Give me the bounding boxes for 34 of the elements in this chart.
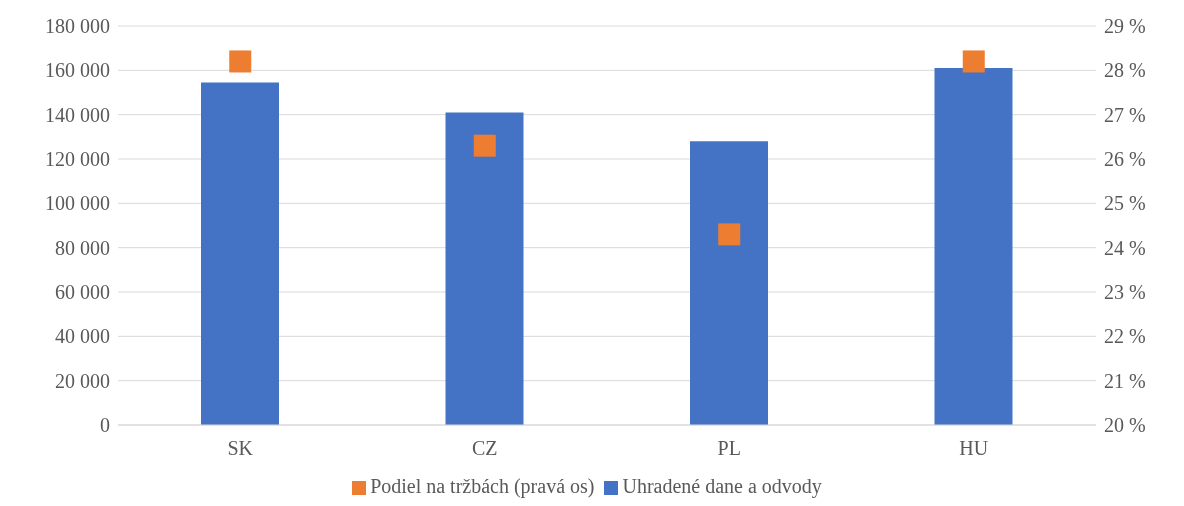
x-tick-label: SK <box>227 437 254 460</box>
y-tick-label: 40 000 <box>55 325 110 348</box>
y-tick-label: 140 000 <box>45 103 110 126</box>
point <box>718 223 741 246</box>
point <box>962 50 985 73</box>
legend-label: Uhradené dane a odvody <box>622 475 822 497</box>
y-tick-label: 180 000 <box>45 15 110 38</box>
x-tick-label: PL <box>717 437 741 460</box>
bar <box>934 68 1013 425</box>
y2-tick-label: 26 % <box>1104 148 1146 171</box>
x-tick-label: HU <box>959 437 989 460</box>
y2-tick-label: 20 % <box>1104 414 1146 437</box>
point <box>229 50 252 73</box>
y-tick-label: 160 000 <box>45 59 110 82</box>
y2-tick-label: 28 % <box>1104 59 1146 82</box>
y2-tick-label: 21 % <box>1104 369 1146 392</box>
y2-tick-label: 27 % <box>1104 103 1146 126</box>
y2-tick-label: 29 % <box>1104 15 1146 38</box>
x-tick-label: CZ <box>471 437 498 460</box>
y2-tick-label: 25 % <box>1104 192 1146 215</box>
y-tick-label: 0 <box>100 414 110 437</box>
point <box>473 134 496 157</box>
bar <box>201 82 279 425</box>
y-tick-label: 60 000 <box>55 281 110 304</box>
y-tick-label: 100 000 <box>45 192 110 215</box>
y-tick-label: 120 000 <box>45 148 110 171</box>
y-tick-label: 20 000 <box>55 369 110 392</box>
legend-label: Podiel na tržbách (pravá os) <box>370 475 595 497</box>
y2-tick-label: 22 % <box>1104 325 1146 348</box>
y2-tick-label: 24 % <box>1104 236 1146 259</box>
y-tick-label: 80 000 <box>55 236 110 259</box>
bar <box>690 141 768 425</box>
y2-tick-label: 23 % <box>1104 281 1146 304</box>
bar <box>445 112 524 425</box>
